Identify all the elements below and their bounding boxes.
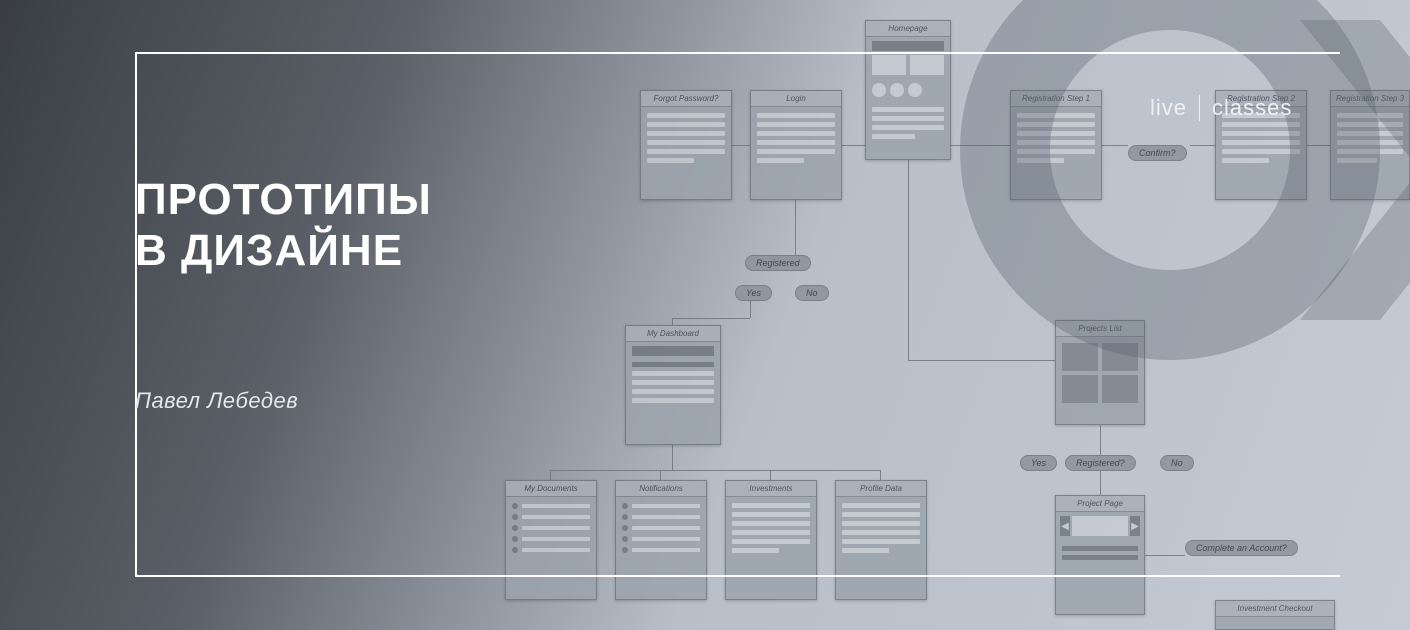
connector xyxy=(672,445,673,470)
pill-registered2: Registered? xyxy=(1065,455,1136,471)
pill-yes1: Yes xyxy=(735,285,772,301)
pill-no1: No xyxy=(795,285,829,301)
wireframe-title: Investment Checkout xyxy=(1216,601,1334,617)
connector xyxy=(672,318,750,319)
wireframe-title: Investments xyxy=(726,481,816,497)
course-cover: HomepageForgot Password?LoginRegistratio… xyxy=(0,0,1410,630)
wireframe-homepage: Homepage xyxy=(865,20,951,160)
connector xyxy=(908,160,909,360)
wireframe-title: My Dashboard xyxy=(626,326,720,342)
connector xyxy=(770,470,771,480)
connector xyxy=(1100,425,1101,455)
wireframe-forgot: Forgot Password? xyxy=(640,90,732,200)
wireframe-mydocs: My Documents xyxy=(505,480,597,600)
brand-logo: live classes xyxy=(1150,95,1292,121)
brand-left: live xyxy=(1150,95,1187,121)
connector xyxy=(1145,555,1185,556)
pill-complete: Complete an Account? xyxy=(1185,540,1298,556)
brand-right: classes xyxy=(1212,95,1292,121)
wireframe-title: Notifications xyxy=(616,481,706,497)
wireframe-profile: Profile Data xyxy=(835,480,927,600)
connector xyxy=(908,360,1055,361)
wireframe-title: Homepage xyxy=(866,21,950,37)
wireframe-title: Profile Data xyxy=(836,481,926,497)
connector xyxy=(1100,470,1101,495)
wireframe-notif: Notifications xyxy=(615,480,707,600)
connector xyxy=(660,470,661,480)
wireframe-checkout: Investment Checkout xyxy=(1215,600,1335,630)
pill-yes2: Yes xyxy=(1020,455,1057,471)
pill-no2: No xyxy=(1160,455,1194,471)
connector xyxy=(550,470,551,480)
wireframe-invest: Investments xyxy=(725,480,817,600)
connector xyxy=(795,200,796,255)
wireframe-login: Login xyxy=(750,90,842,200)
pill-registered: Registered xyxy=(745,255,811,271)
wireframe-title: My Documents xyxy=(506,481,596,497)
connector xyxy=(672,318,673,325)
course-author: Павел Лебедев xyxy=(135,388,298,414)
wireframe-title: Forgot Password? xyxy=(641,91,731,107)
wireframe-title: Login xyxy=(751,91,841,107)
connector xyxy=(750,298,751,318)
connector xyxy=(842,145,865,146)
wireframe-projpage: Project Page◀▶ xyxy=(1055,495,1145,615)
course-title: ПРОТОТИПЫ В ДИЗАЙНЕ xyxy=(135,175,432,276)
connector xyxy=(550,470,880,471)
title-line-1: ПРОТОТИПЫ xyxy=(135,175,432,224)
decor-chevron xyxy=(1300,20,1410,320)
connector xyxy=(732,145,750,146)
connector xyxy=(880,470,881,480)
brand-separator xyxy=(1199,95,1200,121)
wireframe-dashboard: My Dashboard xyxy=(625,325,721,445)
title-line-2: В ДИЗАЙНЕ xyxy=(135,226,403,275)
wireframe-title: Project Page xyxy=(1056,496,1144,512)
